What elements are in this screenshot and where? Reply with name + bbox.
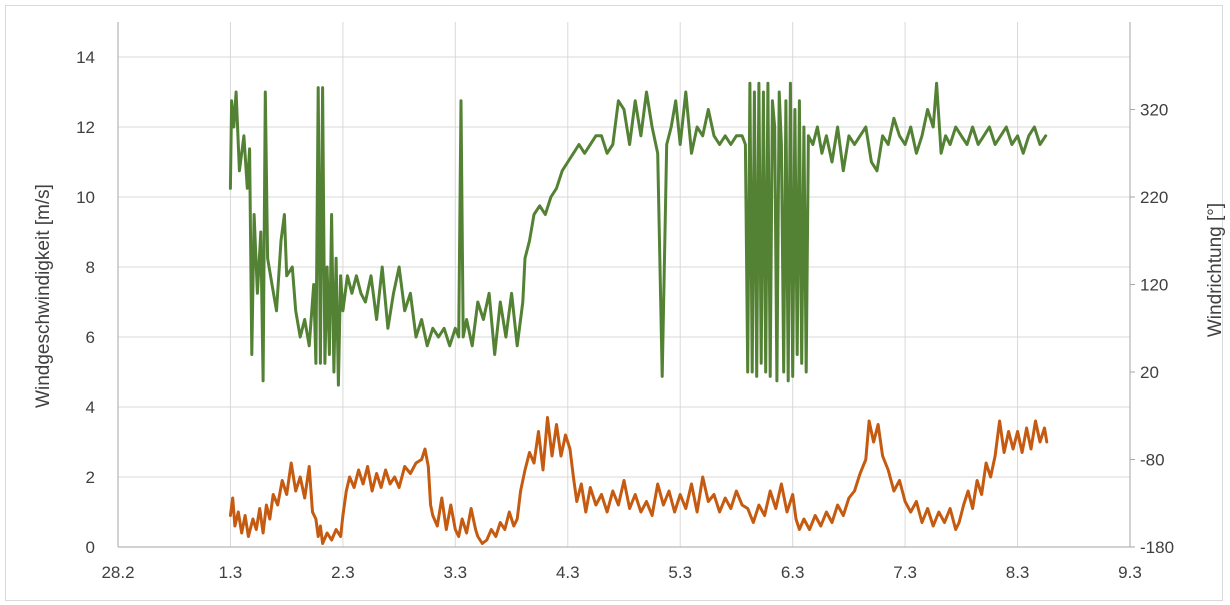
y-tick-label: 4: [86, 398, 95, 417]
y-tick-label: 10: [76, 188, 95, 207]
x-tick-label: 2.3: [331, 563, 355, 582]
y-tick-label: 8: [86, 258, 95, 277]
series-layer: [228, 81, 1049, 545]
y2-tick-label: 320: [1140, 101, 1168, 120]
gridlines: [118, 22, 1131, 547]
x-tick-label: 7.3: [893, 563, 917, 582]
y2-tick-label: 120: [1140, 276, 1168, 295]
y-tick-label: 12: [76, 118, 95, 137]
series-line-windrichtung: [228, 81, 1048, 387]
axes: 0 2 4 6 8 10 12 14 -180 -80 20 120 220 320 28.2 1.3 2.3 3…: [76, 22, 1174, 582]
y-tick-label: 14: [76, 48, 95, 67]
x-tick-label: 1.3: [219, 563, 243, 582]
series-line-windgeschwindigkeit: [228, 416, 1049, 545]
x-tick-label: 4.3: [556, 563, 580, 582]
y2-axis-title: Windrichtung [°]: [1205, 203, 1226, 337]
y-tick-label: 6: [86, 328, 95, 347]
y2-tick-label: 20: [1140, 363, 1159, 382]
y-tick-label: 2: [86, 468, 95, 487]
x-tick-label: 3.3: [444, 563, 468, 582]
x-tick-label: 28.2: [101, 563, 134, 582]
x-tick-label: 8.3: [1006, 563, 1030, 582]
x-tick-label: 6.3: [781, 563, 805, 582]
x-tick-label: 9.3: [1118, 563, 1142, 582]
y-tick-label: 0: [86, 538, 95, 557]
x-tick-label: 5.3: [668, 563, 692, 582]
chart-frame: [5, 5, 1223, 601]
y2-tick-label: -180: [1140, 538, 1174, 557]
y-axis-title: Windgeschwindigkeit [m/s]: [33, 184, 54, 408]
y2-tick-label: -80: [1140, 451, 1165, 470]
y2-tick-label: 220: [1140, 188, 1168, 207]
